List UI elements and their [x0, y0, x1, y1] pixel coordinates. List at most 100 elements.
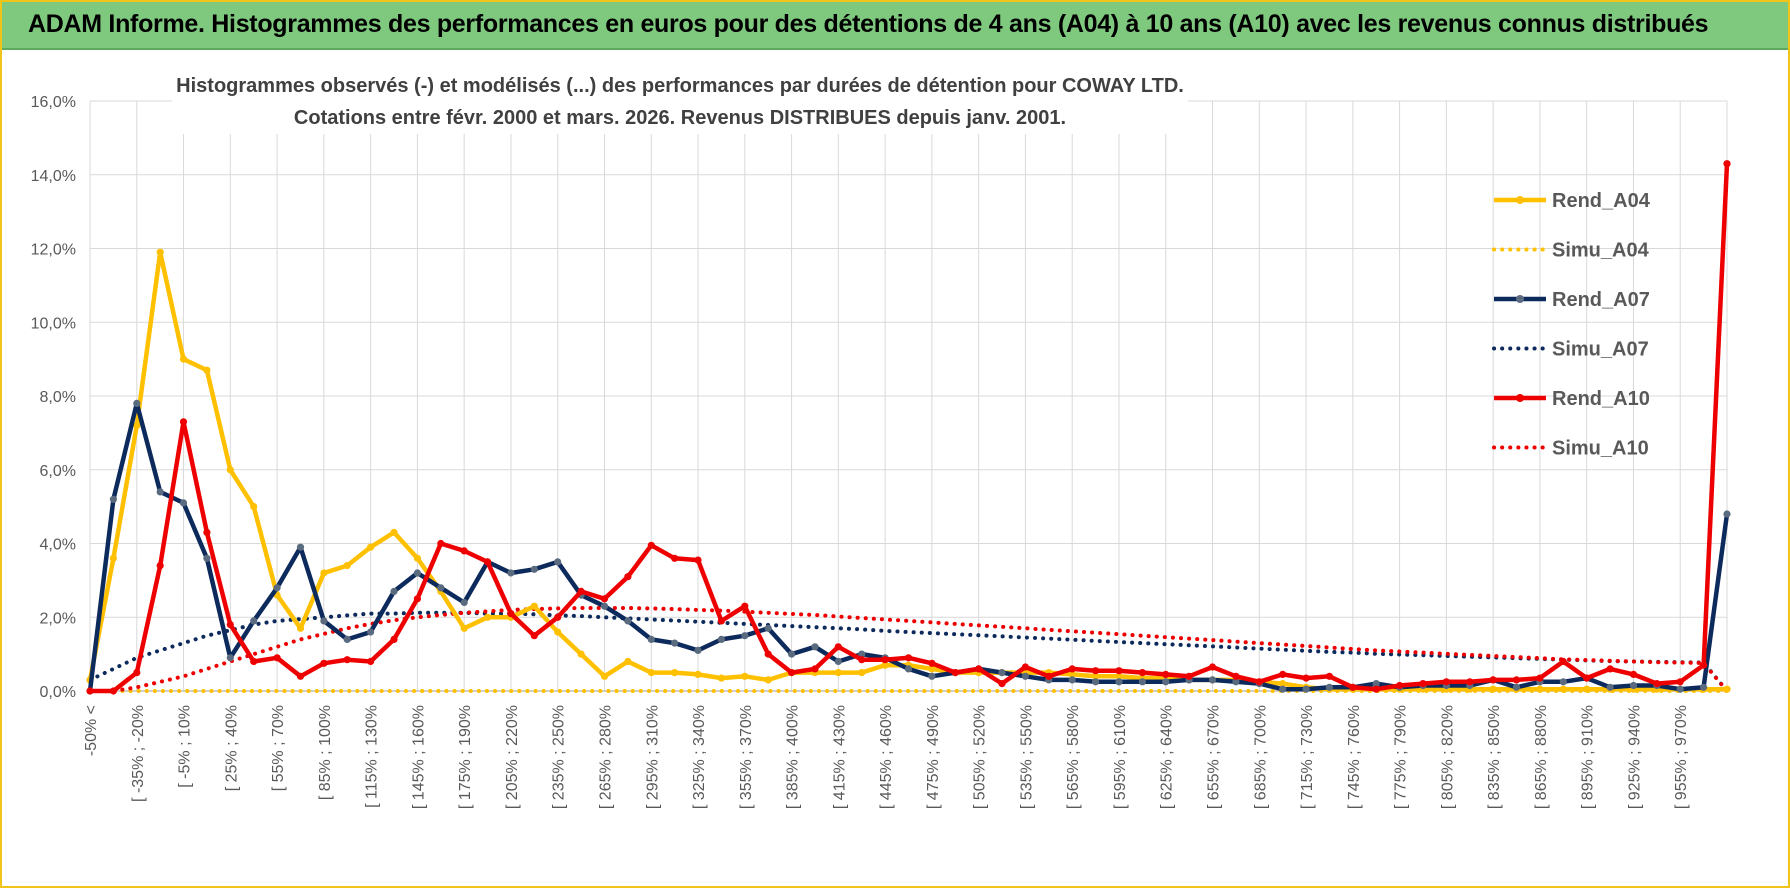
x-tick-label: [ 235% ; 250% — [551, 705, 568, 809]
data-point — [1068, 676, 1076, 684]
data-point — [390, 587, 398, 596]
chart-grid — [89, 100, 1728, 692]
data-point — [975, 665, 983, 673]
data-point — [1208, 663, 1217, 671]
y-tick-label: 10,0% — [31, 315, 76, 332]
x-tick-label: [ 415% ; 430% — [831, 705, 848, 809]
data-point — [179, 355, 188, 363]
data-point — [811, 643, 819, 651]
data-point — [1723, 510, 1731, 518]
data-point — [1302, 674, 1310, 682]
data-point — [834, 643, 842, 651]
x-tick-label: [ 175% ; 190% — [457, 705, 474, 809]
legend-item: Simu_A10 — [1492, 438, 1649, 460]
series-line — [87, 249, 1727, 692]
x-tick-label: [ 505% ; 520% — [972, 705, 989, 809]
x-tick-label: [ 55% ; 70% — [270, 705, 287, 791]
x-tick-label: [ 265% ; 280% — [597, 705, 614, 809]
data-point — [1442, 678, 1450, 686]
data-point — [1536, 685, 1544, 693]
data-point — [507, 610, 515, 618]
data-point — [413, 569, 421, 577]
data-point — [577, 650, 585, 658]
data-point — [928, 672, 936, 680]
data-point — [928, 659, 936, 667]
data-point — [1162, 670, 1170, 679]
data-point — [624, 657, 632, 666]
data-point — [1723, 160, 1731, 168]
data-point — [1325, 683, 1333, 691]
data-point — [741, 602, 749, 610]
chart-title: Histogrammes observés (-) et modélisés (… — [176, 75, 1184, 97]
data-point — [1255, 678, 1263, 686]
x-tick-label: [ -35% ; -20% — [130, 705, 147, 802]
data-point — [1700, 661, 1708, 669]
data-point — [1559, 678, 1567, 686]
x-tick-label: [ 445% ; 460% — [878, 705, 895, 809]
data-point — [226, 654, 234, 662]
x-tick-label: [ 955% ; 970% — [1673, 705, 1690, 809]
data-point — [1606, 683, 1614, 691]
data-point — [600, 602, 609, 610]
data-point — [998, 669, 1006, 677]
data-point — [390, 635, 398, 644]
data-point — [717, 635, 726, 644]
x-tick-label: [ 805% ; 820% — [1439, 705, 1456, 809]
y-tick-label: 0,0% — [40, 684, 76, 701]
data-point — [296, 624, 305, 632]
legend-label: Simu_A07 — [1552, 339, 1649, 361]
data-point — [1372, 680, 1380, 688]
x-tick-label: [ 865% ; 880% — [1533, 705, 1550, 809]
data-point — [788, 669, 796, 677]
data-point — [1653, 680, 1661, 688]
data-point — [296, 672, 305, 680]
x-tick-label: [ 715% ; 730% — [1299, 705, 1316, 809]
data-point — [1208, 676, 1217, 684]
data-point — [671, 669, 679, 677]
data-point — [1489, 676, 1497, 684]
series-line — [88, 606, 1729, 693]
data-point — [881, 661, 889, 669]
x-tick-label: [ 535% ; 550% — [1018, 705, 1035, 809]
data-point — [367, 543, 375, 551]
data-point — [834, 657, 842, 666]
data-point — [554, 613, 562, 621]
x-tick-label: [ 895% ; 910% — [1580, 705, 1597, 809]
data-point — [484, 613, 492, 621]
data-point — [741, 672, 749, 680]
x-tick-label: [ 475% ; 490% — [925, 705, 942, 809]
data-point — [858, 656, 866, 664]
data-point — [226, 621, 234, 629]
data-point — [320, 569, 328, 577]
data-point — [764, 624, 772, 632]
data-point — [1068, 665, 1076, 673]
data-point — [1138, 678, 1146, 686]
series-Simu_A10 — [88, 606, 1729, 693]
data-point — [133, 399, 141, 407]
data-point — [1512, 683, 1521, 691]
data-point — [904, 654, 913, 662]
data-point — [904, 665, 913, 673]
data-point — [109, 495, 117, 503]
data-point — [156, 488, 164, 496]
legend-item: Simu_A04 — [1492, 240, 1650, 262]
y-tick-label: 12,0% — [31, 242, 76, 259]
data-point — [367, 657, 375, 666]
data-point — [1583, 674, 1591, 682]
data-point — [250, 503, 258, 511]
legend-label: Simu_A10 — [1552, 438, 1649, 460]
x-tick-label: -50% < — [83, 705, 100, 756]
data-point — [811, 665, 819, 673]
data-point — [437, 539, 445, 548]
legend-label: Rend_A10 — [1552, 388, 1650, 410]
data-point — [834, 669, 842, 677]
data-point — [1115, 678, 1123, 686]
data-point — [1676, 678, 1684, 686]
data-point — [600, 595, 609, 603]
data-point — [881, 656, 889, 664]
legend-marker — [1516, 196, 1524, 204]
data-point — [624, 617, 632, 625]
data-point — [507, 569, 515, 577]
x-tick-label: [ 625% ; 640% — [1159, 705, 1176, 809]
